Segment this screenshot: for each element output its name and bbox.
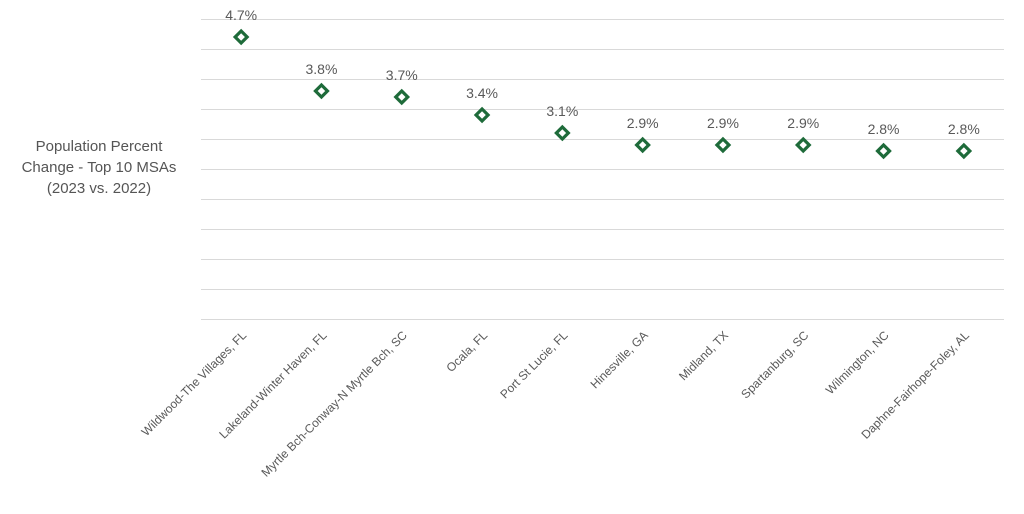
x-tick-label: Spartanburg, SC [738, 328, 811, 401]
data-point [794, 136, 812, 154]
data-point [875, 142, 892, 160]
gridlines [201, 19, 1004, 320]
data-labels: 4.7% 3.8% 3.7% 3.4% 3.1% 2.9% 2.9% 2.9% 2.8% 2.8% [225, 7, 980, 137]
x-tick-label: Myrtle Bch-Conway-N Myrtle Bch, SC [259, 328, 411, 480]
data-point [714, 136, 732, 154]
x-tick-label: Midland, TX [676, 328, 731, 383]
data-point [955, 142, 973, 160]
x-tick-label: Port St Lucie, FL [497, 328, 570, 401]
data-label: 2.8% [948, 121, 980, 137]
x-tick-label: Hinesville, GA [588, 328, 651, 391]
data-label: 4.7% [225, 7, 257, 23]
data-points [232, 28, 973, 160]
x-axis-tick-labels: Wildwood-The Villages, FLLakeland-Winter… [139, 328, 973, 480]
data-point [554, 124, 571, 142]
x-tick-label: Wilmington, NC [823, 328, 892, 397]
data-point [634, 136, 651, 154]
data-point [313, 82, 330, 100]
data-label: 2.9% [707, 115, 739, 131]
y-axis-title: Population Percent Change - Top 10 MSAs … [14, 136, 184, 199]
y-axis-title-line-3: (2023 vs. 2022) [46, 180, 152, 197]
data-label: 3.1% [546, 103, 578, 119]
y-axis-title-line-1: Population Percent [35, 138, 163, 155]
x-tick-label: Ocala, FL [443, 328, 490, 375]
data-point [232, 28, 250, 46]
data-label: 2.9% [787, 115, 819, 131]
data-point [393, 88, 411, 106]
data-label: 3.4% [466, 85, 498, 101]
data-label: 2.8% [868, 121, 900, 137]
data-label: 2.9% [627, 115, 659, 131]
data-label: 3.8% [305, 61, 337, 77]
y-axis-title-line-2: Change - Top 10 MSAs [21, 159, 177, 176]
data-point [473, 106, 491, 124]
data-label: 3.7% [386, 67, 418, 83]
